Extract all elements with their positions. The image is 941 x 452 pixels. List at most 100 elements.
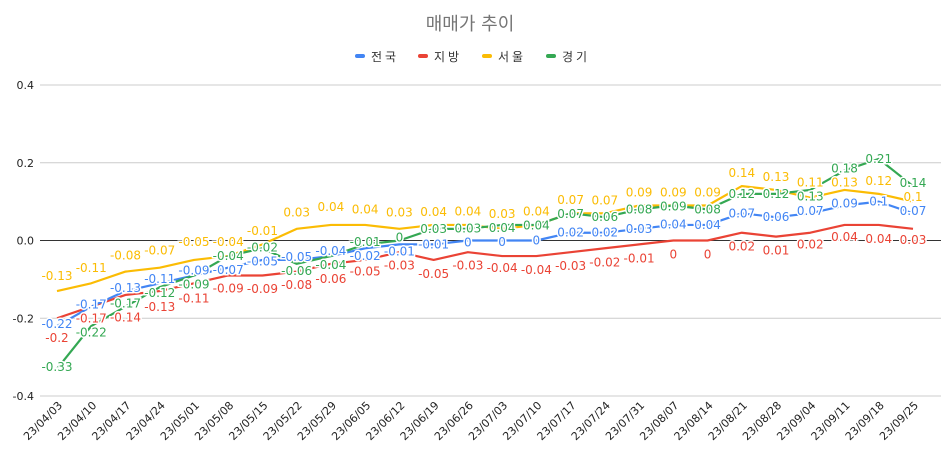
data-label: -0.22 bbox=[41, 317, 72, 331]
data-label: -0.03 bbox=[555, 259, 586, 273]
data-label: 0.13 bbox=[797, 190, 824, 204]
data-label: -0.04 bbox=[213, 249, 244, 263]
data-label: 0 bbox=[704, 248, 712, 262]
data-label: 0.14 bbox=[728, 166, 755, 180]
data-label: -0.2 bbox=[45, 331, 68, 345]
data-label: 0.06 bbox=[763, 210, 790, 224]
data-label: 0.01 bbox=[763, 244, 790, 258]
data-label: -0.14 bbox=[110, 311, 141, 325]
data-label: -0.01 bbox=[624, 251, 655, 265]
data-label: 0.08 bbox=[626, 202, 653, 216]
data-label: -0.09 bbox=[178, 263, 209, 277]
data-label: -0.13 bbox=[41, 269, 72, 283]
legend: 전국 지방 서울 경기 bbox=[355, 50, 587, 64]
data-label: -0.33 bbox=[41, 360, 72, 374]
data-label: 0.03 bbox=[283, 206, 310, 220]
data-label: -0.03 bbox=[452, 259, 483, 273]
data-label: -0.01 bbox=[247, 224, 278, 238]
data-label: 0.04 bbox=[489, 221, 516, 235]
chart-title: 매매가 추이 bbox=[426, 14, 515, 35]
data-label: -0.22 bbox=[76, 325, 107, 339]
data-label: -0.07 bbox=[144, 244, 175, 258]
data-label: 0 bbox=[396, 230, 404, 244]
data-label: 0.02 bbox=[591, 226, 618, 240]
y-tick-label: 0.0 bbox=[17, 235, 35, 248]
legend-label: 지방 bbox=[434, 50, 462, 64]
data-label: 0 bbox=[533, 233, 541, 247]
y-tick-label: -0.4 bbox=[13, 390, 34, 403]
y-tick-label: 0.4 bbox=[17, 79, 35, 92]
data-label: 0.18 bbox=[831, 162, 858, 176]
data-label: -0.06 bbox=[315, 272, 346, 286]
data-label: 0.03 bbox=[626, 222, 653, 236]
data-label: 0.09 bbox=[831, 197, 858, 211]
data-label: -0.05 bbox=[247, 255, 278, 269]
y-tick-label: 0.2 bbox=[17, 157, 35, 170]
data-label: -0.05 bbox=[418, 267, 449, 281]
data-label: 0.14 bbox=[900, 176, 927, 190]
data-label: 0.04 bbox=[865, 232, 892, 246]
data-label: -0.11 bbox=[76, 261, 107, 275]
data-label: 0.04 bbox=[455, 204, 482, 218]
data-label: -0.04 bbox=[521, 263, 552, 277]
data-label: 0.07 bbox=[557, 207, 584, 221]
data-label: 0.07 bbox=[557, 193, 584, 207]
data-labels: -0.13-0.22-0.2-0.33-0.11-0.17-0.17-0.22-… bbox=[40, 150, 928, 375]
data-label: 0.04 bbox=[831, 230, 858, 244]
data-label: 0.03 bbox=[386, 206, 413, 220]
data-label: 0 bbox=[498, 235, 506, 249]
data-label: -0.17 bbox=[76, 297, 107, 311]
y-tick-label: -0.2 bbox=[13, 312, 34, 325]
data-label: 0.02 bbox=[557, 225, 584, 239]
data-label: -0.01 bbox=[418, 237, 449, 251]
data-label: -0.13 bbox=[144, 300, 175, 314]
series-line-경기 bbox=[56, 157, 914, 370]
data-label: 0.09 bbox=[694, 186, 721, 200]
data-label: 0.07 bbox=[591, 193, 618, 207]
data-label: -0.13 bbox=[110, 281, 141, 295]
series-line-지방 bbox=[56, 223, 914, 320]
data-label: 0.08 bbox=[694, 202, 721, 216]
data-label: -0.03 bbox=[384, 258, 415, 272]
data-label: -0.05 bbox=[281, 250, 312, 264]
data-label: -0.17 bbox=[110, 297, 141, 311]
data-label: -0.04 bbox=[315, 258, 346, 272]
data-label: -0.11 bbox=[178, 291, 209, 305]
data-label: 0.03 bbox=[489, 207, 516, 221]
data-label: 0.04 bbox=[660, 218, 687, 232]
data-label: 0.09 bbox=[660, 199, 687, 213]
data-label: -0.04 bbox=[487, 261, 518, 275]
data-label: 0.09 bbox=[626, 186, 653, 200]
legend-label: 전국 bbox=[371, 50, 399, 64]
data-label: 0.04 bbox=[420, 205, 447, 219]
data-label: -0.12 bbox=[144, 286, 175, 300]
data-label: 0.1 bbox=[903, 190, 922, 204]
data-label: -0.01 bbox=[350, 235, 381, 249]
data-label: -0.06 bbox=[281, 264, 312, 278]
data-label: -0.01 bbox=[384, 244, 415, 258]
data-label: 0.12 bbox=[865, 174, 892, 188]
data-label: 0.02 bbox=[797, 238, 824, 252]
data-label: 0 bbox=[464, 235, 472, 249]
data-label: -0.04 bbox=[213, 235, 244, 249]
data-label: -0.07 bbox=[213, 263, 244, 277]
data-label: 0.13 bbox=[763, 170, 790, 184]
data-label: 0.07 bbox=[797, 204, 824, 218]
data-label: 0.11 bbox=[797, 176, 824, 190]
legend-swatch bbox=[482, 54, 492, 58]
data-label: -0.09 bbox=[213, 281, 244, 295]
x-axis: 23/04/0323/04/1023/04/1723/04/2423/05/01… bbox=[21, 399, 921, 443]
data-label: 0.02 bbox=[728, 240, 755, 254]
data-label: 0.07 bbox=[728, 206, 755, 220]
data-label: 0.03 bbox=[900, 233, 927, 247]
data-label: 0.03 bbox=[420, 222, 447, 236]
data-label: -0.17 bbox=[76, 311, 107, 325]
series-line-전국 bbox=[56, 200, 914, 327]
data-label: -0.09 bbox=[178, 277, 209, 291]
data-label: -0.05 bbox=[178, 235, 209, 249]
legend-swatch bbox=[546, 54, 556, 58]
data-label: 0.12 bbox=[728, 187, 755, 201]
data-label: -0.02 bbox=[589, 255, 620, 269]
